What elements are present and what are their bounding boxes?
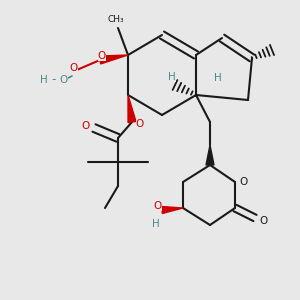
Text: O: O [154,201,162,211]
Text: O: O [60,75,68,85]
Polygon shape [206,145,214,165]
Text: -: - [52,74,56,86]
Text: O: O [259,216,267,226]
Polygon shape [99,55,128,64]
Text: O: O [98,51,106,61]
Text: H: H [214,73,222,83]
Text: O: O [136,119,144,129]
Text: CH₃: CH₃ [108,16,124,25]
Text: H: H [40,75,48,85]
Text: H: H [168,72,176,82]
Polygon shape [162,206,183,214]
Text: H: H [152,219,160,229]
Text: O: O [82,121,90,131]
Polygon shape [128,95,136,123]
Text: O: O [70,63,78,73]
Text: O: O [239,177,247,187]
